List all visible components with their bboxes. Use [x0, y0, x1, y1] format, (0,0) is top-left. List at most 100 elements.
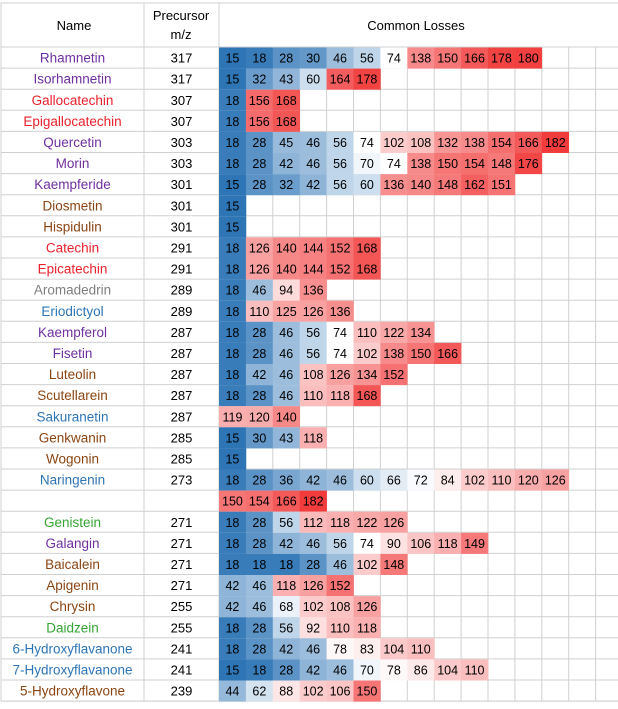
loss-value: 18 — [279, 558, 293, 572]
loss-value: 28 — [252, 621, 266, 635]
loss-value: 134 — [357, 368, 378, 382]
compound-name: Luteolin — [49, 367, 96, 382]
loss-cell — [219, 532, 247, 554]
loss-cell — [326, 342, 354, 364]
loss-cell — [219, 237, 247, 259]
loss-cell — [488, 153, 516, 175]
loss-cell — [353, 47, 381, 69]
loss-value: 18 — [225, 642, 239, 656]
loss-cell — [299, 342, 327, 364]
loss-cell — [326, 617, 354, 639]
loss-value: 28 — [252, 347, 266, 361]
loss-value: 168 — [357, 263, 378, 277]
loss-value: 112 — [303, 516, 323, 530]
loss-value: 36 — [279, 474, 293, 488]
loss-value: 46 — [279, 347, 293, 361]
loss-cell — [380, 638, 408, 660]
loss-cell — [245, 490, 274, 512]
loss-value: 144 — [303, 263, 324, 277]
loss-value: 120 — [249, 410, 270, 424]
loss-value: 106 — [330, 685, 351, 699]
loss-cell — [353, 532, 381, 554]
loss-value: 168 — [276, 94, 297, 108]
loss-value: 42 — [279, 157, 293, 171]
loss-value: 134 — [410, 326, 431, 340]
loss-cell — [353, 258, 381, 280]
compound-name: Epicatechin — [38, 262, 108, 277]
loss-value: 138 — [383, 347, 404, 361]
table-header: Name Precursor m/z Common Losses — [57, 8, 466, 42]
compound-name: Galangin — [45, 536, 99, 551]
loss-cell — [245, 110, 274, 132]
precursor-mz: 317 — [171, 51, 193, 66]
loss-value: 15 — [225, 452, 239, 466]
precursor-mz: 287 — [171, 388, 193, 403]
loss-cell — [326, 300, 354, 322]
loss-cell — [326, 153, 354, 175]
loss-cell — [299, 258, 327, 280]
loss-cell — [353, 511, 381, 533]
loss-value: 70 — [360, 157, 374, 171]
precursor-mz: 301 — [171, 177, 193, 192]
loss-cell — [219, 385, 247, 407]
loss-value: 56 — [333, 136, 347, 150]
loss-cell — [353, 617, 381, 639]
loss-value: 46 — [333, 52, 347, 66]
loss-value: 46 — [252, 579, 266, 593]
loss-cell — [219, 258, 247, 280]
loss-cell — [272, 47, 300, 69]
loss-cell — [219, 427, 247, 449]
compound-name: Apigenin — [46, 578, 99, 593]
precursor-mz: 287 — [171, 325, 193, 340]
loss-cell — [245, 174, 274, 196]
loss-value: 18 — [225, 368, 239, 382]
loss-cell — [380, 511, 408, 533]
loss-cell — [245, 279, 274, 301]
loss-value: 18 — [252, 663, 266, 677]
precursor-mz: 303 — [171, 135, 193, 150]
loss-cell — [299, 511, 327, 533]
loss-value: 60 — [306, 73, 320, 87]
loss-cell — [245, 385, 274, 407]
loss-cell — [353, 659, 381, 681]
precursor-mz: 241 — [171, 641, 193, 656]
loss-value: 18 — [225, 263, 239, 277]
compound-name: Baicalein — [45, 557, 100, 572]
compound-name: Gallocatechin — [32, 93, 114, 108]
loss-value: 118 — [303, 431, 323, 445]
loss-cell — [245, 47, 274, 69]
loss-value: 136 — [383, 178, 404, 192]
compound-name: Scutellarein — [37, 388, 108, 403]
loss-cell — [245, 532, 274, 554]
precursor-mz: 317 — [171, 72, 193, 87]
loss-cell — [326, 385, 354, 407]
loss-cell — [299, 659, 327, 681]
precursor-mz: 285 — [171, 451, 193, 466]
loss-value: 162 — [464, 178, 485, 192]
compound-name: Hispidulin — [43, 219, 102, 234]
loss-value: 56 — [279, 516, 293, 530]
loss-cell — [219, 553, 247, 575]
compound-name: Epigallocatechin — [23, 114, 121, 129]
loss-value: 126 — [303, 305, 324, 319]
loss-cell — [407, 342, 435, 364]
loss-value: 182 — [545, 136, 566, 150]
loss-cell — [272, 659, 300, 681]
loss-value: 18 — [225, 284, 239, 298]
loss-cell — [434, 532, 462, 554]
loss-cell — [541, 469, 569, 491]
precursor-mz: 271 — [171, 578, 193, 593]
header-common-losses: Common Losses — [367, 18, 465, 33]
loss-value: 168 — [276, 115, 297, 129]
header-precursor-line2: m/z — [171, 27, 192, 42]
loss-value: 46 — [333, 558, 347, 572]
precursor-mz: 291 — [171, 240, 193, 255]
loss-value: 45 — [279, 136, 293, 150]
loss-value: 118 — [330, 516, 350, 530]
loss-value: 102 — [357, 347, 378, 361]
loss-value: 46 — [279, 326, 293, 340]
loss-value: 118 — [438, 537, 458, 551]
loss-value: 46 — [306, 157, 320, 171]
loss-cell — [272, 596, 300, 618]
loss-cell — [326, 68, 354, 90]
